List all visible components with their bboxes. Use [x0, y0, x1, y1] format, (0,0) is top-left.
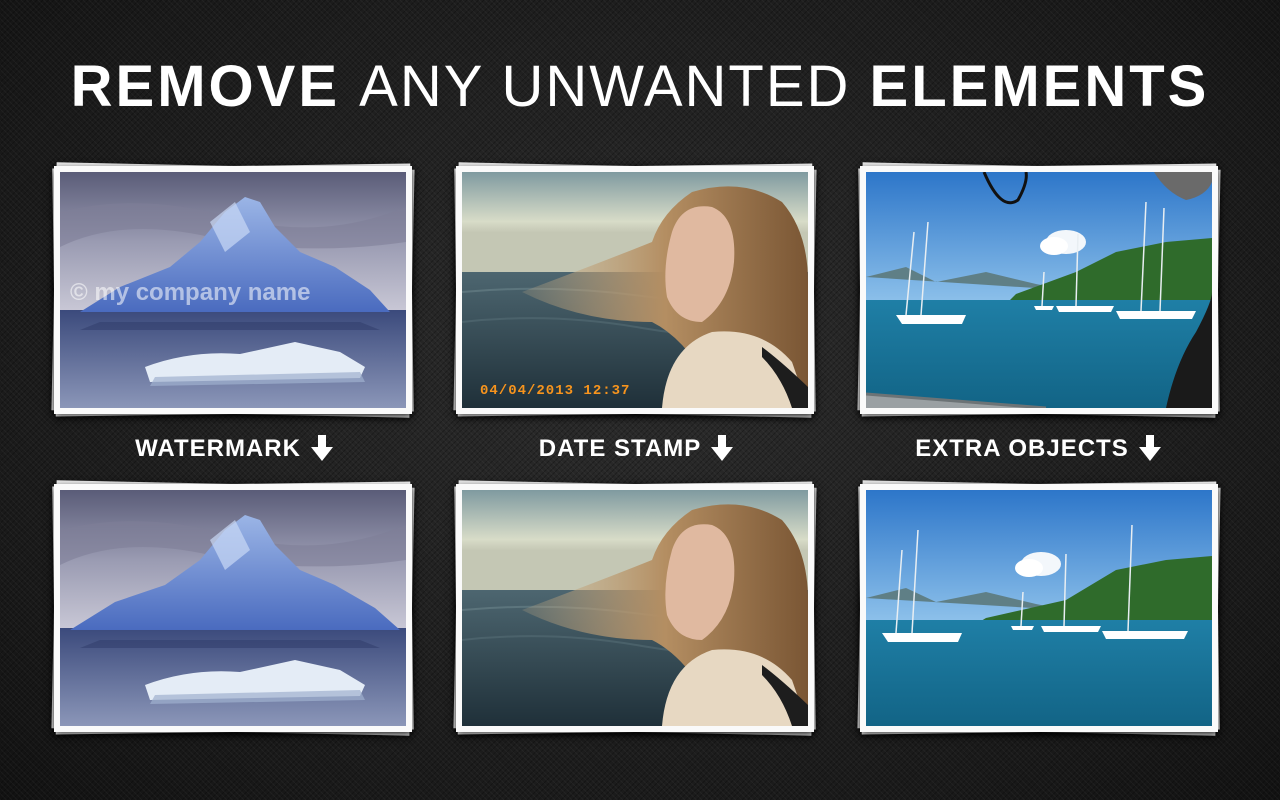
- label-extra-objects-text: EXTRA OBJECTS: [915, 435, 1129, 462]
- watermark-overlay-text: © my company name: [70, 279, 310, 306]
- harbor-after-photo-card: [857, 480, 1221, 736]
- iceberg-clean-photo: [60, 490, 406, 726]
- label-date-stamp-text: DATE STAMP: [538, 435, 702, 462]
- label-watermark-text: WATERMARK: [135, 435, 301, 462]
- iceberg-watermark-photo: © my company name: [60, 172, 406, 408]
- headline: REMOVE ANY UNWANTED ELEMENTS: [0, 52, 1280, 122]
- iceberg-before-photo-card: © my company name: [51, 162, 415, 418]
- headline-word-any-unwanted: ANY UNWANTED: [359, 54, 851, 119]
- headline-word-remove: REMOVE: [70, 54, 341, 119]
- portrait-after-photo-card: [453, 480, 817, 736]
- label-date-stamp: DATE STAMP: [456, 432, 816, 466]
- arrow-down-icon: [1138, 435, 1161, 461]
- portrait-before-photo-card: 04/04/2013 12:37: [453, 162, 817, 418]
- harbor-clean-photo: [866, 490, 1212, 726]
- arrow-down-icon: [310, 435, 333, 461]
- label-extra-objects: EXTRA OBJECTS: [858, 432, 1218, 466]
- headline-word-elements: ELEMENTS: [869, 54, 1210, 119]
- label-watermark: WATERMARK: [54, 432, 414, 466]
- date-stamp-overlay-text: 04/04/2013 12:37: [480, 383, 630, 399]
- arrow-down-icon: [711, 435, 734, 461]
- iceberg-after-photo-card: [51, 480, 415, 736]
- portrait-clean-photo: [462, 490, 808, 726]
- harbor-before-photo-card: [857, 162, 1221, 418]
- harbor-extra-objects-photo: [866, 172, 1212, 408]
- portrait-date-stamp-photo: 04/04/2013 12:37: [462, 172, 808, 408]
- strap-object: [982, 172, 1028, 205]
